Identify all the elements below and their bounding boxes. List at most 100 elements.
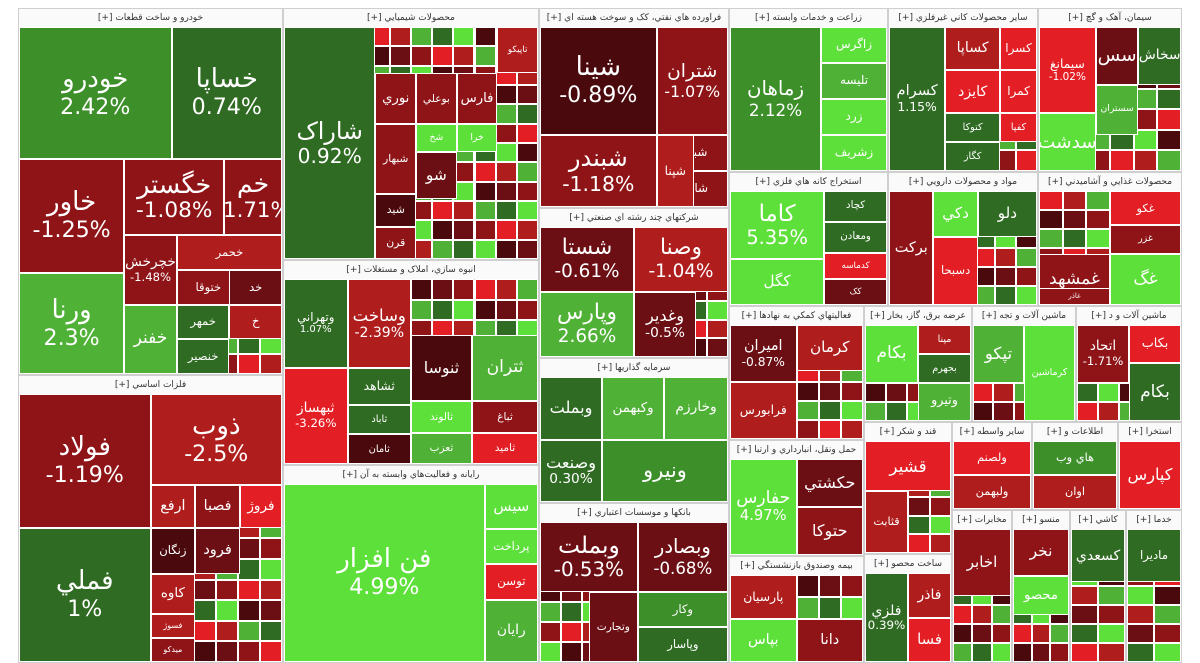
ticker-cell[interactable]	[1133, 150, 1158, 171]
ticker-tile[interactable]: ثعزب	[411, 432, 472, 464]
ticker-cell[interactable]	[260, 558, 282, 580]
ticker-cell[interactable]	[886, 382, 908, 402]
sector-title[interactable]: محصولات شيميايي [+]	[284, 9, 538, 28]
sector-title[interactable]: کاشي [+]	[1071, 511, 1125, 530]
ticker-cell[interactable]	[495, 201, 517, 221]
ticker-tile[interactable]: کسعدي	[1071, 529, 1125, 583]
ticker-cell[interactable]	[474, 201, 496, 221]
ticker-cell[interactable]	[796, 382, 819, 401]
ticker-tile[interactable]: کک	[824, 278, 887, 305]
ticker-tile[interactable]: ميدکو	[150, 637, 196, 662]
ticker-tile[interactable]: تاپيکو	[497, 27, 538, 74]
ticker-tile[interactable]: زماهان 2.12%	[730, 27, 822, 171]
ticker-cell[interactable]	[1086, 210, 1110, 229]
ticker-cell[interactable]	[908, 497, 930, 516]
ticker-cell[interactable]	[194, 579, 217, 601]
ticker-tile[interactable]: خم-1.71%	[224, 158, 282, 236]
ticker-tile[interactable]: زاگرس	[821, 27, 887, 63]
ticker-tile[interactable]: وتهراني 1.07%	[284, 279, 348, 368]
ticker-tile[interactable]: کفپا	[1000, 113, 1037, 143]
ticker-tile[interactable]: خودرو 2.42%	[19, 27, 172, 159]
ticker-cell[interactable]	[260, 600, 282, 621]
ticker-cell[interactable]	[1062, 210, 1087, 229]
ticker-tile[interactable]: وصنعت 0.30%	[540, 439, 603, 502]
ticker-cell[interactable]	[474, 27, 496, 47]
ticker-cell[interactable]	[796, 596, 819, 619]
ticker-tile[interactable]: غکو	[1110, 191, 1181, 226]
ticker-cell[interactable]	[516, 181, 538, 201]
ticker-cell[interactable]	[1077, 382, 1098, 402]
ticker-cell[interactable]	[1031, 643, 1051, 662]
ticker-cell[interactable]	[260, 538, 282, 559]
ticker-cell[interactable]	[238, 558, 261, 580]
ticker-tile[interactable]: وصنا -1.04%	[634, 227, 728, 292]
ticker-cell[interactable]	[474, 299, 496, 321]
ticker-tile[interactable]: ومعادن	[824, 221, 887, 253]
ticker-cell[interactable]	[993, 401, 1014, 421]
ticker-tile[interactable]: شبهار	[375, 124, 417, 195]
ticker-tile[interactable]: دکي	[933, 191, 978, 237]
ticker-tile[interactable]: وتيرو	[918, 382, 971, 421]
ticker-tile[interactable]: شخ	[416, 124, 457, 153]
ticker-cell[interactable]	[972, 643, 992, 662]
ticker-tile[interactable]: ثتران	[471, 334, 538, 402]
ticker-tile[interactable]: فسوژ	[150, 613, 196, 638]
ticker-cell[interactable]	[1097, 382, 1119, 402]
ticker-cell[interactable]	[238, 620, 261, 642]
ticker-cell[interactable]	[818, 596, 841, 619]
ticker-cell[interactable]	[540, 642, 561, 662]
ticker-tile[interactable]: فسا	[908, 617, 951, 662]
ticker-tile[interactable]: کسرا	[1000, 27, 1037, 71]
ticker-tile[interactable]: سس	[1095, 27, 1139, 85]
ticker-cell[interactable]	[1013, 624, 1032, 643]
ticker-cell[interactable]	[495, 143, 517, 163]
ticker-cell[interactable]	[495, 104, 517, 124]
ticker-cell[interactable]	[432, 299, 454, 321]
ticker-cell[interactable]	[1154, 605, 1181, 624]
ticker-cell[interactable]	[1071, 643, 1098, 662]
ticker-cell[interactable]	[707, 301, 728, 320]
ticker-tile[interactable]: سيمانغ -1.02%	[1039, 27, 1096, 114]
ticker-cell[interactable]	[991, 624, 1011, 643]
ticker-cell[interactable]	[194, 600, 217, 621]
ticker-tile[interactable]: وکار	[637, 592, 728, 627]
ticker-tile[interactable]: وساخت -2.39%	[347, 279, 411, 368]
ticker-tile[interactable]: وپاسار	[637, 627, 728, 662]
ticker-cell[interactable]	[953, 624, 973, 643]
ticker-tile[interactable]: دلو	[977, 191, 1037, 237]
ticker-cell[interactable]	[453, 279, 475, 300]
ticker-cell[interactable]	[260, 579, 282, 601]
ticker-cell[interactable]	[411, 46, 433, 66]
ticker-cell[interactable]	[840, 382, 863, 401]
ticker-tile[interactable]: ثنوسا	[411, 334, 472, 402]
ticker-cell[interactable]	[1127, 624, 1154, 643]
ticker-tile[interactable]: محصو	[1013, 575, 1069, 616]
ticker-cell[interactable]	[389, 46, 411, 66]
ticker-tile[interactable]: خد	[229, 269, 282, 305]
ticker-tile[interactable]: بکام	[865, 325, 918, 383]
ticker-cell[interactable]	[1039, 191, 1063, 210]
ticker-cell[interactable]	[796, 575, 819, 597]
ticker-cell[interactable]	[1127, 643, 1154, 662]
ticker-tile[interactable]: فن افزار 4.99%	[284, 484, 485, 662]
ticker-tile[interactable]: کرمان	[796, 325, 863, 371]
ticker-cell[interactable]	[908, 515, 930, 535]
ticker-cell[interactable]	[389, 27, 411, 47]
ticker-tile[interactable]: تلیسه	[821, 63, 887, 99]
ticker-cell[interactable]	[953, 605, 973, 624]
ticker-tile[interactable]: خساپا 0.74%	[171, 27, 282, 159]
ticker-tile[interactable]: هاي وب	[1033, 441, 1117, 475]
sector-title[interactable]: ساير واسطه [+]	[953, 423, 1031, 442]
ticker-cell[interactable]	[432, 220, 454, 240]
sector-title[interactable]: فراورده هاي نفتي، کک و سوخت هسته اي [+]	[540, 9, 728, 28]
ticker-cell[interactable]	[411, 279, 433, 300]
ticker-cell[interactable]	[1098, 586, 1125, 605]
ticker-cell[interactable]	[929, 515, 951, 535]
ticker-cell[interactable]	[994, 286, 1016, 305]
ticker-tile[interactable]: کچاد	[824, 191, 887, 222]
sector-title[interactable]: رايانه و فعاليت‌هاي وابسته به آن [+]	[284, 466, 538, 485]
ticker-cell[interactable]	[1157, 150, 1181, 171]
ticker-tile[interactable]: شبندر -1.18%	[540, 135, 657, 207]
ticker-cell[interactable]	[453, 46, 475, 66]
ticker-cell[interactable]	[1015, 150, 1037, 171]
